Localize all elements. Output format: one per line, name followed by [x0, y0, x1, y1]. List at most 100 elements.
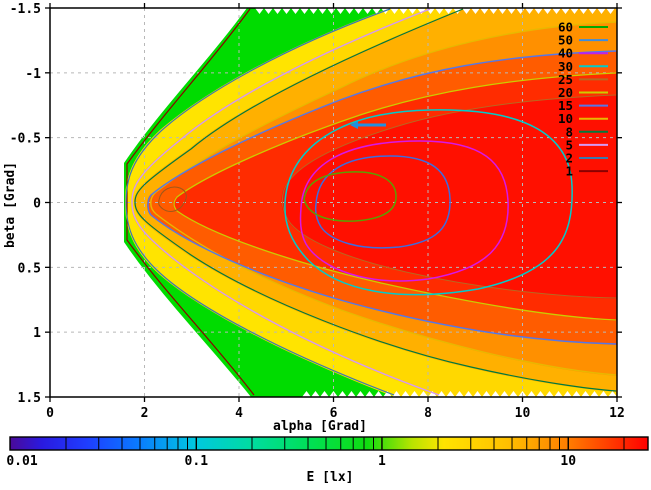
sawtooth-notch	[383, 391, 392, 397]
sawtooth-notch	[624, 8, 633, 14]
colorbar-tick-label: 0.1	[185, 454, 209, 469]
sawtooth-notch	[563, 391, 572, 397]
contour-line-40	[299, 140, 509, 282]
sawtooth-notch	[570, 8, 579, 14]
x-tick-label: 8	[424, 406, 432, 421]
y-tick-label: 0	[33, 197, 41, 212]
colorbar-tick-label: 10	[560, 454, 576, 469]
legend-label-30: 30	[558, 59, 573, 74]
y-tick-label: -1	[25, 67, 41, 82]
sawtooth-notch	[491, 391, 500, 397]
colorbar: 0.01 0.1 1 10	[6, 436, 649, 469]
legend-label-8: 8	[565, 124, 573, 139]
sawtooth-notch	[437, 391, 446, 397]
sawtooth-notch	[633, 8, 642, 14]
sawtooth-notch	[435, 8, 444, 14]
legend-label-20: 20	[558, 85, 573, 100]
sawtooth-notch	[599, 391, 608, 397]
sawtooth-notch	[318, 8, 327, 14]
sawtooth-notch	[273, 8, 282, 14]
legend-label-2: 2	[565, 151, 573, 166]
sawtooth-notch	[392, 391, 401, 397]
sawtooth-notch	[345, 8, 354, 14]
sawtooth-notch	[462, 8, 471, 14]
contour-line-5	[131, 8, 440, 396]
sawtooth-notch	[302, 391, 311, 397]
colorbar-tick-label: 0.01	[6, 454, 37, 469]
x-tick-label: 10	[515, 406, 531, 421]
sawtooth-notch	[338, 391, 347, 397]
sawtooth-notch	[554, 391, 563, 397]
sawtooth-notch	[291, 8, 300, 14]
legend-label-50: 50	[558, 33, 573, 48]
sawtooth-notch	[444, 8, 453, 14]
sawtooth-notch	[608, 391, 617, 397]
contour-line-25	[281, 94, 617, 299]
x-tick-label: 4	[235, 406, 243, 421]
sawtooth-notch	[527, 391, 536, 397]
sawtooth-notch	[500, 391, 509, 397]
x-tick-label: 12	[609, 406, 625, 421]
x-tick-labels: 0 2 4 6 8 10 12	[46, 406, 625, 421]
sawtooth-notch	[471, 8, 480, 14]
contour-line-30	[284, 109, 573, 296]
sawtooth-notch	[617, 391, 626, 397]
contour-line-2	[125, 8, 395, 396]
sawtooth-notch	[545, 391, 554, 397]
legend-label-1: 1	[565, 164, 573, 179]
x-axis-title: alpha [Grad]	[273, 419, 367, 434]
legend-label-60: 60	[558, 20, 573, 35]
sawtooth-notch	[255, 8, 264, 14]
sawtooth-notch	[363, 8, 372, 14]
y-axis-title: beta [Grad]	[3, 162, 18, 248]
sawtooth-notch	[572, 391, 581, 397]
contour-lines	[125, 8, 617, 396]
sawtooth-notch	[401, 391, 410, 397]
sawtooth-notch	[320, 391, 329, 397]
sawtooth-notch	[336, 8, 345, 14]
y-tick-label: 1.5	[18, 391, 41, 406]
y-tick-labels: -1.5 -1 -0.5 0 0.5 1 1.5	[10, 2, 41, 406]
contour-line-15	[147, 50, 617, 345]
y-tick-label: 0.5	[18, 261, 41, 276]
axis-ticks	[45, 3, 622, 402]
sawtooth-notch	[626, 391, 635, 397]
colorbar-gradient-bar	[10, 437, 648, 450]
contour-line-10	[150, 21, 617, 376]
colorbar-tick-label: 1	[378, 454, 386, 469]
sawtooth-notch	[536, 391, 545, 397]
y-tick-label: 1	[33, 326, 41, 341]
sawtooth-notch	[282, 8, 291, 14]
sawtooth-notch	[428, 391, 437, 397]
sawtooth-notch	[509, 391, 518, 397]
x-tick-label: 0	[46, 406, 54, 421]
contour-line-8	[134, 8, 617, 392]
sawtooth-notch	[390, 8, 399, 14]
contour-line-25-inner-ring	[158, 186, 187, 212]
legend-label-15: 15	[558, 98, 573, 113]
sawtooth-notch	[455, 391, 464, 397]
contour-line-60	[303, 171, 397, 222]
sawtooth-notch	[372, 8, 381, 14]
sawtooth-notch	[588, 8, 597, 14]
y-tick-label: -1.5	[10, 2, 41, 17]
sawtooth-notch	[579, 8, 588, 14]
sawtooth-notch	[311, 391, 320, 397]
sawtooth-notch	[480, 8, 489, 14]
contour-line-1	[126, 8, 255, 396]
sawtooth-notch	[561, 8, 570, 14]
sawtooth-notch	[264, 8, 273, 14]
sawtooth-notch	[590, 391, 599, 397]
sawtooth-notch	[309, 8, 318, 14]
sawtooth-notch	[597, 8, 606, 14]
sawtooth-notch	[498, 8, 507, 14]
sawtooth-notch	[446, 391, 455, 397]
legend-label-40: 40	[558, 46, 573, 61]
sawtooth-notch	[473, 391, 482, 397]
sawtooth-notch	[417, 8, 426, 14]
legend-label-5: 5	[565, 137, 573, 152]
sawtooth-notch	[356, 391, 365, 397]
